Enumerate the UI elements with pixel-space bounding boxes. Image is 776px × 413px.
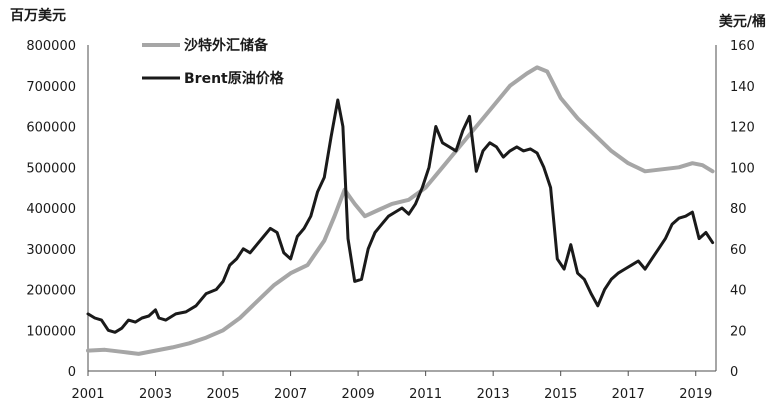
right-tick-label: 140 [730, 80, 755, 95]
left-tick-label: 200000 [26, 284, 76, 299]
left-tick-label: 600000 [26, 121, 76, 136]
legend: 沙特外汇储备 Brent原油价格 [142, 37, 285, 87]
right-tick-label: 120 [730, 121, 755, 136]
right-axis-ticks: 0 20 40 60 80 100 120 140 160 [730, 39, 755, 380]
right-tick-label: 60 [730, 243, 747, 258]
right-axis-unit: 美元/桶 [719, 13, 766, 30]
x-tick-label: 2003 [139, 387, 172, 402]
x-tick-label: 2001 [71, 387, 104, 402]
left-tick-label: 300000 [26, 243, 76, 258]
x-tick-label: 2019 [679, 387, 712, 402]
x-tick-label: 2005 [207, 387, 240, 402]
right-tick-label: 40 [730, 284, 747, 299]
series-line-reserves [86, 65, 715, 356]
series-layer [86, 65, 715, 356]
right-tick-label: 0 [730, 365, 738, 380]
x-tick-label: 2015 [544, 387, 577, 402]
left-tick-label: 700000 [26, 80, 76, 95]
right-tick-label: 160 [730, 39, 755, 54]
legend-label-reserves: 沙特外汇储备 [184, 37, 269, 54]
left-axis-unit: 百万美元 [10, 7, 66, 24]
left-tick-label: 400000 [26, 202, 76, 217]
left-tick-label: 0 [68, 365, 76, 380]
plot-frame [87, 45, 717, 372]
legend-label-brent: Brent原油价格 [184, 70, 285, 87]
x-tick-label: 2017 [612, 387, 645, 402]
x-tick-label: 2007 [274, 387, 307, 402]
x-tick-label: 2013 [477, 387, 510, 402]
x-tick-label: 2011 [409, 387, 442, 402]
legend-item-reserves: 沙特外汇储备 [142, 37, 269, 54]
x-axis-ticks: 2001 2003 2005 2007 2009 2011 2013 2015 2017 2019 [71, 371, 712, 402]
right-tick-label: 100 [730, 161, 755, 176]
right-tick-label: 80 [730, 202, 747, 217]
left-tick-label: 100000 [26, 324, 76, 339]
x-tick-label: 2009 [342, 387, 375, 402]
right-tick-label: 20 [730, 324, 747, 339]
left-axis-ticks: 0 100000 200000 300000 400000 500000 600000 700… [26, 39, 76, 380]
series-line-brent [86, 98, 715, 334]
legend-item-brent: Brent原油价格 [142, 70, 285, 87]
left-tick-label: 800000 [26, 39, 76, 54]
left-tick-label: 500000 [26, 161, 76, 176]
